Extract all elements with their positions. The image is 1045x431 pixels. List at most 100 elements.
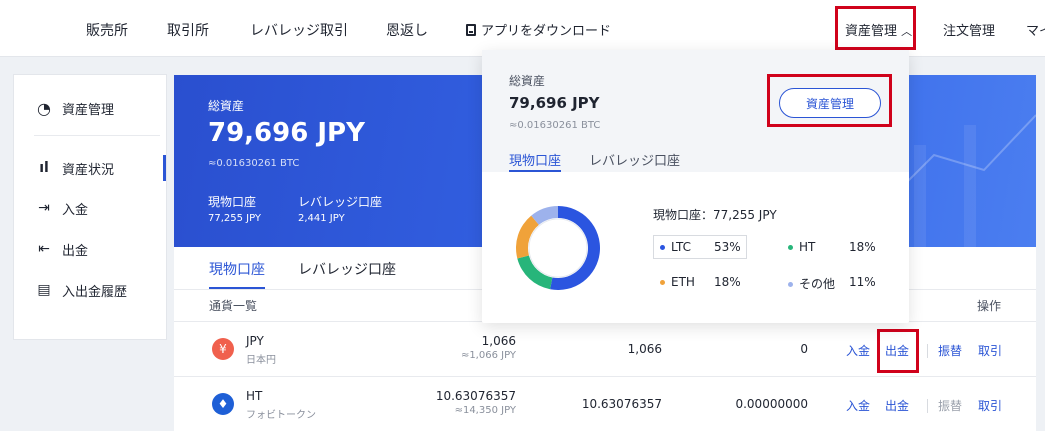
legend-eth-pct: 18%: [714, 275, 741, 289]
banner-btc: ≈0.01630261 BTC: [208, 158, 300, 169]
legend-ltc: LTC: [660, 240, 691, 254]
sidebar-title: ◔ 資産管理: [14, 89, 166, 127]
history-icon: ▤: [37, 282, 51, 298]
legend-name: HT: [799, 240, 816, 254]
row-amount-sub: ≈14,350 JPY: [454, 405, 516, 416]
sidebar-item-label: 出金: [62, 243, 89, 259]
nav-order-mgmt[interactable]: 注文管理: [943, 24, 996, 39]
deposit-icon: ⇥: [38, 200, 50, 216]
legend-eth: ETH: [660, 275, 695, 289]
sidebar-divider: [34, 135, 160, 136]
donut-slice-ltc: [550, 206, 600, 290]
row-available: 1,066: [627, 342, 662, 356]
sidebar-item-history[interactable]: ▤ 入出金履歴: [14, 271, 166, 309]
highlight-asset-mgmt: [835, 6, 916, 50]
table-row: ♦ HT フォビトークン 10.63076357 ≈14,350 JPY 10.…: [174, 377, 1036, 431]
sidebar-item-label: 入金: [62, 202, 89, 218]
legend-dot: [788, 245, 793, 250]
nav-sales[interactable]: 販売所: [86, 23, 128, 39]
legend-ltc-box: [653, 235, 747, 259]
dropdown-btc: ≈0.01630261 BTC: [509, 120, 601, 131]
legend-dot: [788, 282, 793, 287]
deposit-link[interactable]: 入金: [846, 399, 871, 413]
trade-link[interactable]: 取引: [978, 399, 1003, 413]
highlight-withdraw: [877, 329, 919, 373]
dropdown-tab-underline: [509, 170, 561, 172]
dropdown-summary: 現物口座：77,255 JPY: [653, 208, 777, 222]
withdraw-icon: ⇤: [38, 241, 50, 257]
banner-spot-label: 現物口座: [208, 195, 257, 209]
donut-hole: [528, 218, 588, 278]
nav-download-app[interactable]: アプリをダウンロード: [466, 20, 611, 39]
row-frozen: 0: [800, 342, 808, 356]
banner-lev-label: レバレッジ口座: [298, 195, 383, 209]
yen-icon: ¥: [212, 338, 234, 360]
pie-chart-icon: ◔: [37, 98, 51, 118]
legend-name: その他: [799, 277, 836, 291]
donut-slice-ht: [517, 255, 553, 290]
banner-total: 79,696 JPY: [208, 118, 365, 148]
nav-leverage[interactable]: レバレッジ取引: [250, 23, 348, 39]
withdraw-link[interactable]: 出金: [885, 344, 910, 358]
row-name: 日本円: [246, 355, 276, 366]
nav-my-truncated[interactable]: マイ: [1026, 24, 1045, 39]
tab-spot[interactable]: 現物口座: [209, 262, 265, 278]
sidebar: ◔ 資産管理 ıl 資産状況 ⇥ 入金 ⇤ 出金 ▤ 入出金履歴: [13, 74, 167, 340]
nav-asset-mgmt-label: 資産管理: [845, 24, 898, 39]
row-amount-sub: ≈1,066 JPY: [460, 350, 516, 361]
nav-download-label: アプリをダウンロード: [481, 24, 612, 39]
tab-leverage[interactable]: レバレッジ口座: [298, 262, 396, 278]
transfer-link[interactable]: 振替: [938, 344, 963, 358]
table-row: ¥ JPY 日本円 1,066 ≈1,066 JPY 1,066 0 入金 出金…: [174, 322, 1036, 376]
header-currency: 通貨一覧: [209, 299, 258, 313]
row-symbol: HT: [246, 389, 263, 403]
asset-mgmt-dropdown: 総資産 79,696 JPY ≈0.01630261 BTC 資産管理 現物口座…: [482, 50, 909, 323]
row-symbol: JPY: [246, 334, 264, 348]
tab-active-underline: [209, 287, 265, 289]
nav-ongaeshi[interactable]: 恩返し: [386, 23, 428, 39]
chevron-up-icon: ︿: [901, 25, 913, 38]
flame-icon: ♦: [212, 393, 234, 415]
phone-download-icon: [466, 24, 476, 36]
donut-slice-その他: [531, 206, 558, 225]
bar-chart-icon: ıl: [39, 160, 49, 176]
dropdown-label: 総資産: [509, 74, 546, 88]
row-amount: 10.63076357: [435, 389, 516, 403]
legend-ltc-pct: 53%: [714, 240, 741, 254]
row-divider: [174, 376, 1036, 377]
sidebar-item-label: 入出金履歴: [62, 284, 128, 300]
legend-other-pct: 11%: [849, 275, 876, 289]
withdraw-link[interactable]: 出金: [885, 399, 910, 413]
legend-ht: HT: [788, 240, 815, 254]
deposit-link[interactable]: 入金: [846, 344, 871, 358]
legend-other: その他: [788, 275, 835, 292]
asset-donut-chart: [516, 206, 600, 290]
nav-exchange[interactable]: 取引所: [167, 23, 209, 39]
banner-spot-value: 77,255 JPY: [208, 213, 262, 224]
dropdown-tab-spot[interactable]: 現物口座: [509, 154, 562, 169]
action-separator: [927, 344, 928, 358]
row-amount: 1,066: [481, 334, 516, 348]
row-name: フォビトークン: [246, 410, 316, 421]
sidebar-item-asset-status[interactable]: ıl 資産状況: [14, 149, 166, 187]
asset-mgmt-button[interactable]: 資産管理: [779, 88, 881, 118]
sidebar-item-deposit[interactable]: ⇥ 入金: [14, 189, 166, 227]
legend-dot: [660, 245, 665, 250]
nav-asset-mgmt[interactable]: 資産管理 ︿: [845, 20, 912, 39]
banner-lev-value: 2,441 JPY: [298, 213, 345, 224]
trade-link[interactable]: 取引: [978, 344, 1003, 358]
sidebar-item-withdraw[interactable]: ⇤ 出金: [14, 230, 166, 268]
banner-label: 総資産: [208, 99, 245, 113]
dropdown-total: 79,696 JPY: [509, 94, 600, 112]
row-frozen: 0.00000000: [735, 397, 808, 411]
sidebar-item-label: 資産状況: [62, 162, 115, 178]
transfer-link[interactable]: 振替: [938, 399, 963, 413]
donut-slice-eth: [516, 215, 539, 259]
dropdown-tab-leverage[interactable]: レバレッジ口座: [589, 154, 681, 169]
legend-name: ETH: [671, 275, 695, 289]
active-indicator: [163, 155, 166, 181]
highlight-asset-mgmt-button: [767, 74, 892, 127]
legend-ht-pct: 18%: [849, 240, 876, 254]
header-action: 操作: [977, 299, 1002, 313]
row-available: 10.63076357: [581, 397, 662, 411]
